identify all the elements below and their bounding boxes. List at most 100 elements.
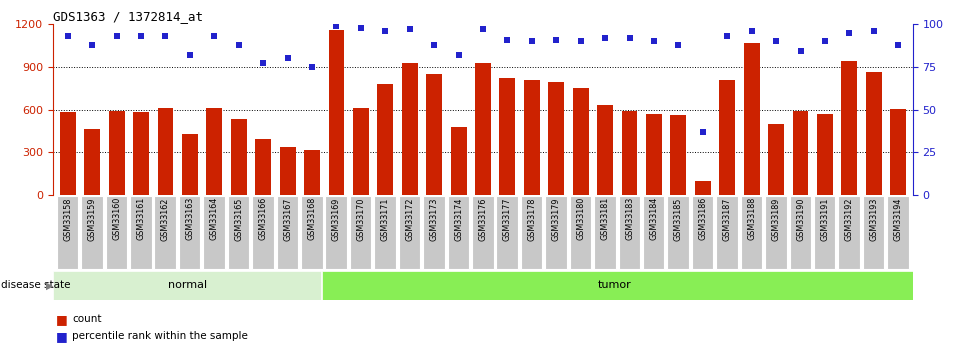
Text: GSM33166: GSM33166	[259, 197, 268, 240]
Text: GSM33160: GSM33160	[112, 197, 121, 240]
Point	[207, 33, 222, 39]
Point	[891, 42, 906, 47]
Bar	[668, 196, 689, 269]
Text: GSM33168: GSM33168	[307, 197, 317, 240]
Bar	[203, 196, 225, 269]
Bar	[133, 112, 149, 195]
Bar	[447, 196, 469, 269]
Text: GSM33191: GSM33191	[820, 197, 830, 240]
Text: GSM33176: GSM33176	[478, 197, 488, 240]
Bar	[549, 82, 564, 195]
Text: GSM33181: GSM33181	[601, 197, 610, 240]
Bar	[866, 72, 882, 195]
Text: GSM33159: GSM33159	[88, 197, 97, 241]
Bar	[280, 147, 296, 195]
Bar	[60, 112, 75, 195]
Bar	[276, 196, 298, 269]
Bar	[328, 30, 345, 195]
Bar	[597, 105, 613, 195]
Bar	[304, 150, 320, 195]
Point	[426, 42, 441, 47]
Bar	[207, 108, 222, 195]
Text: GSM33162: GSM33162	[161, 197, 170, 240]
Bar	[374, 196, 396, 269]
Point	[84, 42, 99, 47]
Bar	[695, 181, 711, 195]
Bar	[157, 108, 174, 195]
Text: GSM33169: GSM33169	[332, 197, 341, 240]
Bar	[179, 196, 200, 269]
Point	[475, 27, 491, 32]
Point	[744, 28, 759, 34]
Text: GSM33170: GSM33170	[356, 197, 365, 240]
Point	[133, 33, 149, 39]
Bar	[863, 196, 884, 269]
Bar	[399, 196, 420, 269]
Point	[670, 42, 686, 47]
Text: percentile rank within the sample: percentile rank within the sample	[72, 332, 248, 341]
Text: GSM33193: GSM33193	[869, 197, 878, 240]
Point	[378, 28, 393, 34]
Bar	[426, 74, 442, 195]
Bar	[744, 43, 759, 195]
Bar	[475, 62, 491, 195]
Bar	[57, 196, 78, 269]
Text: GSM33163: GSM33163	[185, 197, 194, 240]
Point	[573, 38, 588, 44]
Bar	[109, 111, 125, 195]
Bar	[326, 196, 347, 269]
Point	[304, 64, 320, 70]
Text: tumor: tumor	[598, 280, 632, 290]
Text: ▶: ▶	[46, 280, 54, 290]
Text: GSM33180: GSM33180	[576, 197, 585, 240]
Bar	[497, 196, 518, 269]
Text: GSM33190: GSM33190	[796, 197, 805, 240]
Bar	[228, 196, 249, 269]
Bar	[594, 196, 615, 269]
Bar	[817, 114, 833, 195]
Point	[328, 23, 344, 29]
Bar	[643, 196, 665, 269]
Point	[157, 33, 173, 39]
Bar	[350, 196, 371, 269]
Text: GSM33185: GSM33185	[674, 197, 683, 240]
Text: ■: ■	[56, 330, 68, 343]
Text: GSM33161: GSM33161	[136, 197, 146, 240]
Bar	[231, 119, 246, 195]
Bar	[545, 196, 567, 269]
Text: GSM33179: GSM33179	[552, 197, 561, 241]
Text: disease state: disease state	[1, 280, 71, 290]
Bar	[423, 196, 444, 269]
Bar	[450, 127, 467, 195]
Point	[867, 28, 882, 34]
Bar	[765, 196, 786, 269]
Point	[646, 38, 662, 44]
Point	[60, 33, 75, 39]
Point	[817, 38, 833, 44]
Bar	[670, 115, 686, 195]
Bar	[570, 196, 591, 269]
Bar	[524, 80, 540, 195]
Text: GSM33178: GSM33178	[527, 197, 536, 240]
Text: normal: normal	[168, 280, 207, 290]
Point	[841, 30, 857, 36]
Bar	[182, 134, 198, 195]
Bar	[789, 196, 811, 269]
Bar	[573, 88, 588, 195]
Text: GSM33164: GSM33164	[210, 197, 219, 240]
Bar	[402, 62, 417, 195]
Bar	[720, 80, 735, 195]
Text: count: count	[72, 314, 102, 324]
Bar	[53, 271, 322, 300]
Bar	[105, 196, 128, 269]
Bar	[768, 124, 784, 195]
Text: GSM33187: GSM33187	[723, 197, 731, 240]
Point	[549, 37, 564, 42]
Text: GSM33186: GSM33186	[698, 197, 707, 240]
Point	[768, 38, 783, 44]
Bar	[646, 114, 662, 195]
Point	[720, 33, 735, 39]
Bar	[84, 129, 100, 195]
Text: GSM33167: GSM33167	[283, 197, 292, 240]
Bar	[792, 111, 809, 195]
